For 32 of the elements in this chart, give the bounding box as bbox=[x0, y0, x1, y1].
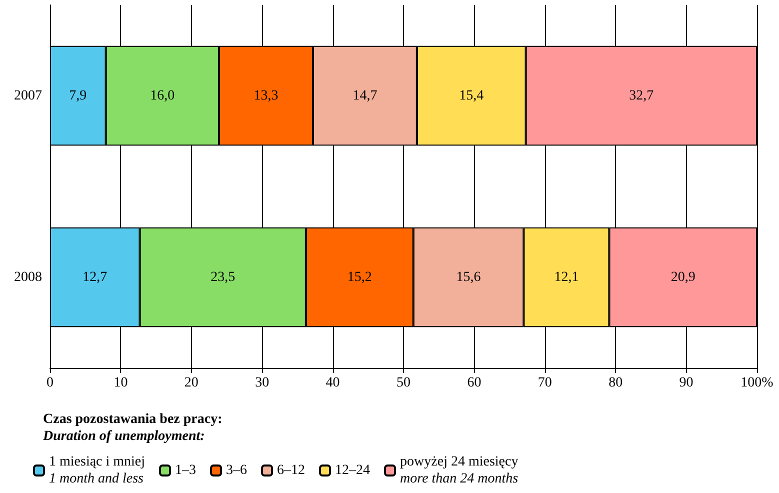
data-label: 15,2 bbox=[347, 270, 372, 285]
legend-title: Czas pozostawania bez pracy: Duration of unemployment: bbox=[42, 412, 222, 444]
y-tick-label: 2007 bbox=[14, 88, 42, 104]
legend-label: 1 miesiąc i mniej 1 month and less bbox=[49, 454, 146, 486]
data-label: 32,7 bbox=[629, 88, 654, 104]
data-label: 12,7 bbox=[82, 270, 108, 285]
x-tick-label: 10 bbox=[114, 376, 128, 390]
data-label: 13,3 bbox=[254, 88, 278, 104]
legend-label: 3–6 bbox=[226, 463, 248, 478]
y-tick-label: 2008 bbox=[14, 270, 42, 285]
x-tick-label: 70 bbox=[538, 376, 552, 390]
x-tick-label: 50 bbox=[396, 376, 410, 390]
x-tick-label: 90 bbox=[679, 376, 694, 390]
data-label: 7,9 bbox=[69, 88, 87, 104]
legend-label: powyżej 24 miesięcy more than 24 months bbox=[400, 454, 519, 486]
x-tick-label: 0 bbox=[46, 376, 54, 390]
legend-label: 12–24 bbox=[335, 463, 370, 478]
data-label: 12,1 bbox=[554, 270, 579, 285]
x-tick-label: 60 bbox=[467, 376, 482, 390]
data-label: 23,5 bbox=[210, 270, 236, 285]
x-tick-label: 100% bbox=[740, 376, 774, 390]
data-label: 16,0 bbox=[150, 88, 175, 104]
legend-label: 1–3 bbox=[175, 463, 196, 478]
x-tick-label: 80 bbox=[608, 376, 623, 390]
data-label: 20,9 bbox=[670, 270, 696, 285]
x-tick-label: 40 bbox=[326, 376, 340, 390]
data-label: 14,7 bbox=[352, 88, 378, 104]
legend-label: 6–12 bbox=[277, 463, 306, 478]
data-label: 15,4 bbox=[459, 88, 484, 104]
x-tick-label: 30 bbox=[255, 376, 270, 390]
x-tick-label: 20 bbox=[184, 376, 198, 390]
data-label: 15,6 bbox=[456, 270, 481, 285]
